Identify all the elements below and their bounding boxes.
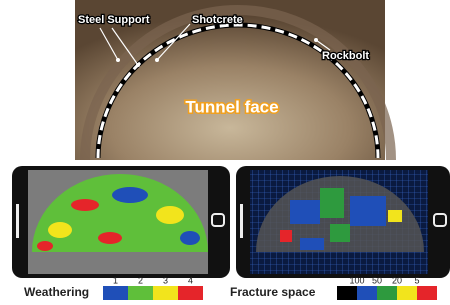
tunnel-photo: Steel Support Shotcrete Rockbolt Tunnel … [75, 0, 391, 160]
legend-swatch [153, 286, 178, 300]
legend-swatch [128, 286, 153, 300]
label: Shotcrete [192, 14, 243, 26]
legend-swatch [397, 286, 417, 300]
legend-swatch [178, 286, 203, 300]
legend-label: 100 [349, 275, 364, 285]
label: Steel Support [78, 14, 150, 26]
legend-label: 50 [372, 275, 382, 285]
legend-swatch [377, 286, 397, 300]
label: Rockbolt [322, 50, 369, 62]
legend-label: 4 [188, 275, 193, 285]
legend-label: 20 [392, 275, 402, 285]
legends: Weathering 1 2 3 4 Fracture space 100 50 20 5 [24, 275, 437, 300]
legend-swatch [103, 286, 128, 300]
legend-swatch [337, 286, 357, 300]
legend-label: 1 [113, 275, 118, 285]
label: Tunnel face [185, 97, 278, 116]
legend-label: 2 [138, 275, 143, 285]
figure: Steel Support Shotcrete Rockbolt Tunnel … [0, 0, 450, 300]
phone-left [12, 166, 230, 278]
legend-swatch [417, 286, 437, 300]
legend-label: 5 [414, 275, 419, 285]
legend-title: Fracture space [230, 285, 316, 299]
legend-swatch [357, 286, 377, 300]
legend-label: 3 [163, 275, 168, 285]
legend-title: Weathering [24, 285, 89, 299]
phone-right [236, 166, 450, 278]
